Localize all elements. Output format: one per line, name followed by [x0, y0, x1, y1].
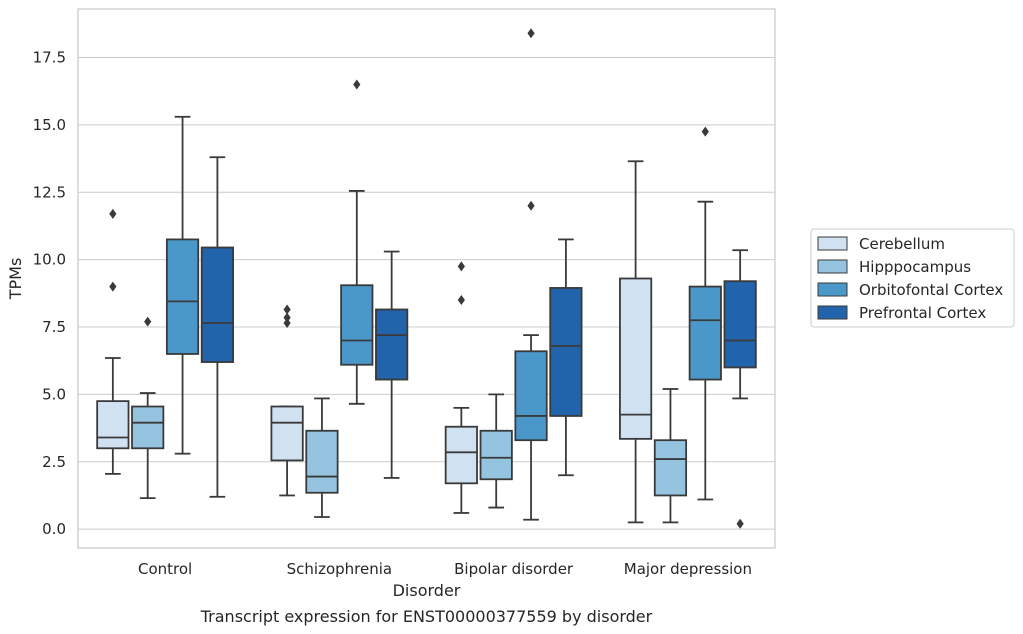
box-iqr	[305, 429, 339, 494]
x-tick-label: Schizophrenia	[287, 560, 392, 578]
box-iqr	[165, 238, 200, 355]
box-iqr	[131, 405, 165, 450]
box-group	[305, 397, 339, 518]
y-tick-label: 0.0	[42, 520, 66, 538]
box-group	[96, 208, 130, 475]
box-group	[375, 250, 409, 479]
box-group	[444, 261, 478, 514]
legend-swatch	[817, 236, 848, 251]
x-tick-label: Control	[138, 560, 192, 578]
y-axis-ticks: 0.0 2.5 5.0 7.5 10.0 12.5 15.0 17.5	[33, 49, 66, 539]
legend-item: Cerebellum	[817, 235, 945, 253]
box-iqr	[200, 246, 234, 363]
outlier-point	[283, 317, 291, 328]
legend: Cerebellum Hipppocampus Orbitofontal Corte…	[810, 228, 1015, 328]
plot-area-frame	[77, 8, 776, 549]
outlier-point	[527, 200, 535, 211]
legend-label: Orbitofontal Cortex	[859, 281, 1003, 299]
outlier-point	[353, 79, 361, 90]
box-group	[165, 115, 200, 455]
box-group	[514, 28, 548, 521]
outlier-point	[527, 28, 535, 39]
x-axis-ticks: Control Schizophrenia Bipolar disorder Majo…	[138, 560, 752, 578]
outlier-point	[457, 295, 465, 306]
legend-frame	[810, 228, 1015, 328]
y-tick-label: 10.0	[33, 251, 66, 269]
y-tick-label: 2.5	[42, 453, 66, 471]
outlier-point	[457, 261, 465, 272]
legend-label: Prefrontal Cortex	[859, 304, 986, 322]
x-axis-label: Disorder	[393, 581, 461, 600]
box-group	[200, 156, 234, 498]
box-group	[340, 79, 374, 405]
legend-item: Orbitofontal Cortex	[817, 281, 1003, 299]
y-axis-label: TPMs	[6, 258, 25, 301]
boxes-layer	[96, 28, 757, 529]
legend-swatch	[817, 259, 848, 274]
outlier-point	[109, 208, 117, 219]
box-iqr	[479, 429, 513, 481]
outlier-point	[109, 281, 117, 292]
outlier-point	[736, 518, 744, 529]
legend-swatch	[817, 282, 848, 297]
box-group	[723, 249, 757, 529]
box-iqr	[619, 277, 653, 440]
box-group	[270, 304, 304, 497]
outlier-point	[701, 126, 709, 137]
box-iqr	[270, 405, 304, 462]
box-group	[619, 160, 653, 524]
box-iqr	[375, 308, 409, 381]
y-tick-label: 7.5	[42, 318, 66, 336]
y-tick-label: 17.5	[33, 49, 66, 67]
box-iqr	[514, 350, 548, 442]
y-tick-label: 12.5	[33, 183, 66, 201]
legend-item: Prefrontal Cortex	[817, 304, 986, 322]
box-group	[653, 388, 688, 524]
box-group	[131, 316, 165, 500]
outlier-point	[144, 316, 152, 327]
outlier-point	[283, 304, 291, 315]
outlier-point	[283, 312, 291, 323]
box-group	[479, 393, 513, 509]
box-iqr	[549, 287, 583, 417]
legend-label: Cerebellum	[859, 235, 945, 253]
legend-swatch	[817, 305, 848, 320]
legend-item: Hipppocampus	[817, 258, 971, 276]
x-tick-label: Major depression	[624, 560, 752, 578]
box-iqr	[340, 284, 374, 366]
box-iqr	[723, 280, 757, 369]
chart-caption: Transcript expression for ENST0000037755…	[200, 607, 653, 626]
box-group	[688, 126, 722, 501]
y-tick-label: 15.0	[33, 116, 66, 134]
legend-label: Hipppocampus	[859, 258, 971, 276]
box-iqr	[688, 285, 722, 381]
x-tick-label: Bipolar disorder	[454, 560, 574, 578]
y-tick-label: 5.0	[42, 385, 66, 403]
box-iqr	[444, 425, 478, 485]
box-group	[549, 238, 583, 477]
box-iqr	[96, 400, 130, 450]
box-iqr	[653, 439, 688, 497]
